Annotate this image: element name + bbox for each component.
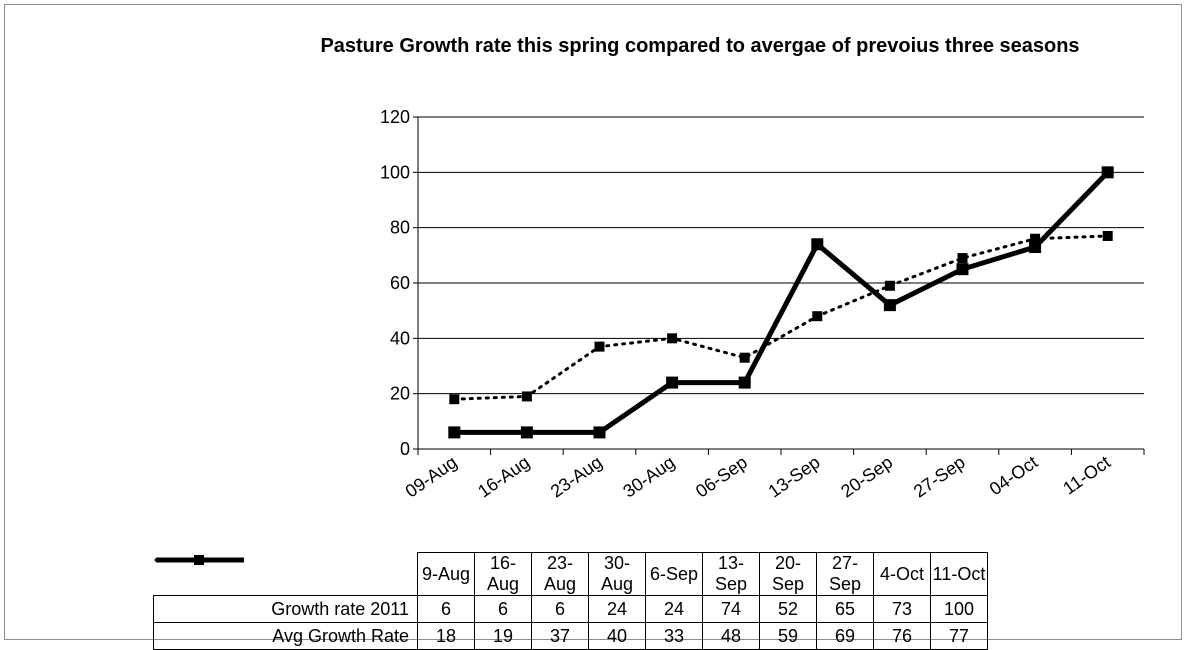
table-category-cell: 4-Oct (873, 552, 931, 596)
y-tick-label: 0 (400, 439, 410, 459)
data-point (883, 299, 896, 312)
table-category-row: 9-Aug 16-Aug 23-Aug 30-Aug 6-Sep 13-Sep 20-Sep… (154, 552, 988, 596)
series-name: Avg Growth Rate (272, 625, 409, 646)
table-category-cell: 6-Sep (645, 552, 703, 596)
data-point (448, 426, 461, 439)
table-category-cell: 30-Aug (588, 552, 646, 596)
data-point (593, 426, 606, 439)
x-tick-label: 16-Aug (474, 452, 533, 502)
table-category-cell: 20-Sep (759, 552, 817, 596)
data-point (521, 391, 532, 402)
data-point (884, 280, 895, 291)
data-point (812, 311, 823, 322)
data-point (449, 394, 460, 405)
series-name: Growth rate 2011 (271, 598, 409, 619)
table-value-cell: 73 (873, 595, 931, 623)
data-point (1102, 230, 1113, 241)
table-value-cell: 40 (588, 622, 646, 650)
table-value-cell: 76 (873, 622, 931, 650)
data-table: 9-Aug 16-Aug 23-Aug 30-Aug 6-Sep 13-Sep 20-Sep… (153, 552, 988, 650)
x-tick-label: 27-Sep (910, 452, 969, 502)
table-value-cell: 59 (759, 622, 817, 650)
table-value-cell: 100 (930, 595, 988, 623)
data-point (520, 426, 533, 439)
x-tick-label: 11-Oct (1059, 452, 1114, 499)
data-point (738, 376, 751, 389)
y-tick-label: 20 (390, 384, 410, 404)
y-tick-label: 60 (390, 273, 410, 293)
table-value-cell: 33 (645, 622, 703, 650)
x-tick-label: 06-Sep (692, 452, 751, 502)
table-value-cell: 6 (531, 595, 589, 623)
data-point (667, 333, 678, 344)
data-point (1029, 241, 1042, 254)
series-line-1 (452, 234, 1110, 401)
table-category-cell: 27-Sep (816, 552, 874, 596)
table-value-cell: 24 (645, 595, 703, 623)
data-point (739, 352, 750, 363)
data-point (956, 263, 969, 276)
x-tick-label: 13-Sep (765, 452, 824, 502)
x-tick-label: 09-Aug (402, 452, 461, 502)
table-value-cell: 48 (702, 622, 760, 650)
table-row-avg-growth-rate: Avg Growth Rate 18 19 37 40 33 48 59 69 76 77 (153, 555, 988, 650)
table-value-cell: 52 (759, 595, 817, 623)
table-value-cell: 19 (474, 622, 532, 650)
x-tick-label: 04-Oct (986, 452, 1042, 499)
table-value-cell: 74 (702, 595, 760, 623)
table-value-cell: 37 (531, 622, 589, 650)
table-category-cell: 13-Sep (702, 552, 760, 596)
legend-key-dotted (154, 555, 245, 564)
y-tick-label: 40 (390, 328, 410, 348)
data-point (666, 376, 679, 389)
table-value-cell: 69 (816, 622, 874, 650)
data-point (957, 253, 968, 264)
y-tick-label: 100 (380, 162, 410, 182)
x-tick-label: 30-Aug (619, 452, 678, 502)
table-value-cell: 24 (588, 595, 646, 623)
table-value-cell: 65 (816, 595, 874, 623)
y-tick-label: 120 (380, 107, 410, 127)
table-category-cell: 23-Aug (531, 552, 589, 596)
series-line-0 (454, 170, 1110, 435)
table-value-cell: 6 (417, 595, 475, 623)
data-point (811, 238, 824, 251)
data-point (594, 341, 605, 352)
table-value-cell: 77 (930, 622, 988, 650)
table-row-header: Growth rate 2011 (153, 554, 418, 623)
data-point (1030, 233, 1041, 244)
table-value-cell: 6 (474, 595, 532, 623)
table-category-cell: 16-Aug (474, 552, 532, 596)
table-category-cell: 9-Aug (417, 552, 475, 596)
chart-title: Pasture Growth rate this spring compared… (320, 35, 1080, 57)
table-value-cell: 18 (417, 622, 475, 650)
table-row-header: Avg Growth Rate (153, 555, 418, 650)
x-tick-label: 23-Aug (547, 452, 606, 502)
table-row-growth-rate-2011: Growth rate 2011 6 6 6 24 24 74 52 65 73 100 (153, 554, 988, 623)
data-point (1101, 166, 1114, 179)
y-tick-label: 80 (390, 218, 410, 238)
table-category-cell: 11-Oct (930, 552, 988, 596)
x-tick-label: 20-Sep (837, 452, 896, 502)
